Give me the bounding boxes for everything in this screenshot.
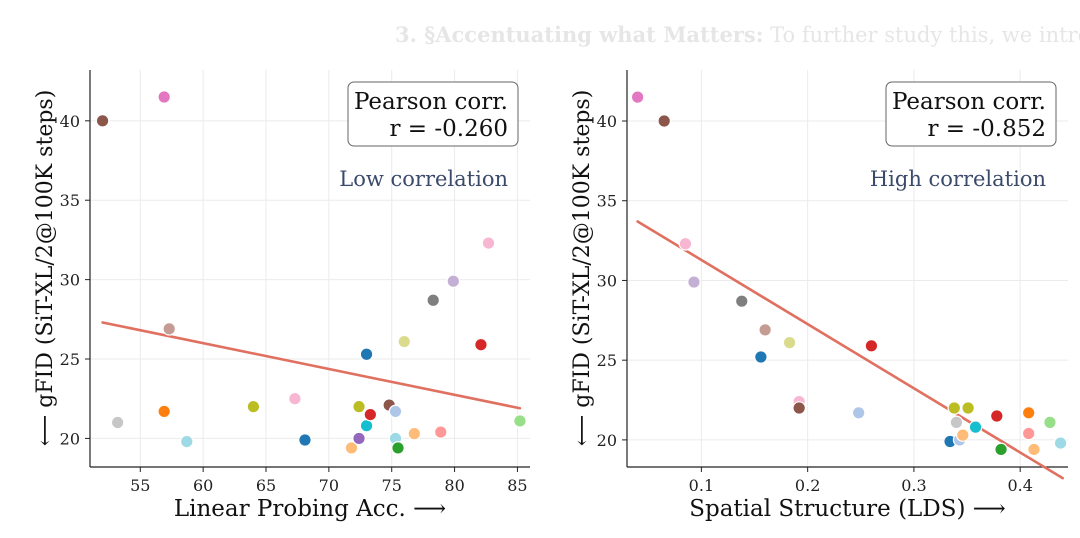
y-tick-label: 35 xyxy=(60,191,80,210)
data-point xyxy=(481,236,496,250)
y-axis-label: ⟵ gFID (SiT-XL/2@100K steps) xyxy=(33,90,58,447)
data-point xyxy=(352,399,366,414)
fit-line xyxy=(636,220,1064,480)
pearson-value: r = -0.260 xyxy=(389,116,508,142)
x-tick-label: 65 xyxy=(256,476,276,495)
data-point xyxy=(162,322,176,336)
y-tick-label: 40 xyxy=(597,112,617,131)
data-point xyxy=(1021,405,1036,420)
data-point xyxy=(657,114,671,128)
data-point xyxy=(391,441,405,455)
x-tick-label: 80 xyxy=(444,476,464,495)
y-tick-label: 30 xyxy=(597,271,617,290)
background-caption-bold: 3. §Accentuating what Matters: xyxy=(395,22,764,47)
x-tick-label: 70 xyxy=(319,476,339,495)
x-axis-label: Spatial Structure (LDS) ⟶ xyxy=(689,496,1006,522)
y-axis-label: ⟵ gFID (SiT-XL/2@100K steps) xyxy=(570,90,595,447)
data-point xyxy=(968,420,983,434)
data-point xyxy=(687,275,701,289)
data-point xyxy=(246,399,261,414)
data-point xyxy=(157,90,171,104)
pearson-box xyxy=(347,81,519,147)
data-point xyxy=(734,294,749,308)
data-point xyxy=(1043,415,1057,430)
y-tick-label: 25 xyxy=(60,350,80,369)
x-tick-label: 0.2 xyxy=(795,476,820,495)
data-point xyxy=(180,434,194,449)
correlation-annotation: Low correlation xyxy=(339,167,508,191)
data-point xyxy=(630,90,645,104)
y-tick-label: 25 xyxy=(597,351,617,370)
data-point xyxy=(426,293,440,308)
data-point xyxy=(474,337,488,352)
data-point xyxy=(955,428,970,442)
x-tick-label: 0.4 xyxy=(1007,476,1032,495)
correlation-annotation: High correlation xyxy=(870,167,1046,191)
pearson-label: Pearson corr. xyxy=(354,89,508,115)
x-tick-label: 0.1 xyxy=(689,476,714,495)
data-point xyxy=(359,347,374,362)
data-point xyxy=(961,401,975,415)
data-point xyxy=(110,415,125,430)
chart-panel-1: 55 60 65 70 75 80 85 20 25 30 35 40 Linear Probing A… xyxy=(33,70,530,522)
data-point xyxy=(344,441,359,455)
data-point xyxy=(513,414,527,428)
pearson-value: r = -0.852 xyxy=(927,116,1046,142)
data-point xyxy=(95,114,110,128)
data-point xyxy=(298,433,312,447)
x-tick-label: 55 xyxy=(130,476,150,495)
data-point xyxy=(754,350,768,364)
data-point xyxy=(994,442,1008,457)
x-axis-label: Linear Probing Acc. ⟶ xyxy=(174,496,446,522)
data-point xyxy=(758,323,772,337)
y-tick-label: 35 xyxy=(597,192,617,211)
background-caption-rest: To further study this, we introd xyxy=(763,23,1080,47)
chart-panel-2: 0.1 0.2 0.3 0.4 20 25 30 35 40 Spatial Structure … xyxy=(570,70,1068,522)
data-point xyxy=(782,335,797,350)
data-point xyxy=(388,404,403,419)
fit-line xyxy=(101,321,522,410)
data-point xyxy=(792,401,806,415)
data-point xyxy=(352,431,366,446)
data-point xyxy=(397,334,412,349)
x-tick-label: 85 xyxy=(507,476,527,495)
y-tick-label: 20 xyxy=(597,431,617,450)
x-tick-label: 60 xyxy=(193,476,213,495)
background-caption-text: 3. §Accentuating what Matters: To furthe… xyxy=(395,22,1080,47)
data-point xyxy=(947,401,962,415)
data-point xyxy=(678,236,693,251)
x-tick-label: 0.3 xyxy=(901,476,926,495)
data-point xyxy=(288,391,302,406)
x-tick-label: 75 xyxy=(382,476,402,495)
pearson-box xyxy=(885,81,1057,147)
y-tick-label: 20 xyxy=(60,429,80,448)
data-point xyxy=(407,426,422,441)
data-point xyxy=(363,407,378,422)
data-point xyxy=(1027,442,1041,457)
data-point xyxy=(864,339,879,353)
pearson-label: Pearson corr. xyxy=(892,89,1046,115)
data-point xyxy=(1053,436,1068,450)
data-point xyxy=(1021,426,1036,441)
data-point xyxy=(157,404,171,419)
y-tick-label: 30 xyxy=(60,271,80,290)
data-point xyxy=(446,274,461,289)
y-tick-label: 40 xyxy=(60,112,80,131)
data-point xyxy=(851,405,866,420)
data-point xyxy=(949,415,964,430)
data-point xyxy=(990,409,1004,423)
data-point xyxy=(433,425,448,439)
